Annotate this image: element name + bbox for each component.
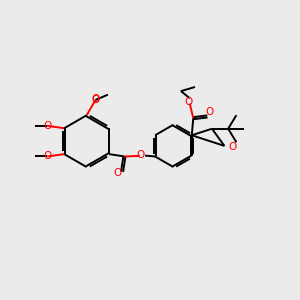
Text: O: O — [43, 121, 51, 131]
Text: O: O — [43, 152, 51, 161]
Text: O: O — [92, 94, 100, 104]
Text: O: O — [185, 97, 193, 107]
Text: O: O — [228, 142, 236, 152]
Text: O: O — [113, 168, 122, 178]
Text: O: O — [206, 107, 214, 117]
Text: O: O — [91, 95, 99, 105]
Text: O: O — [136, 150, 145, 160]
